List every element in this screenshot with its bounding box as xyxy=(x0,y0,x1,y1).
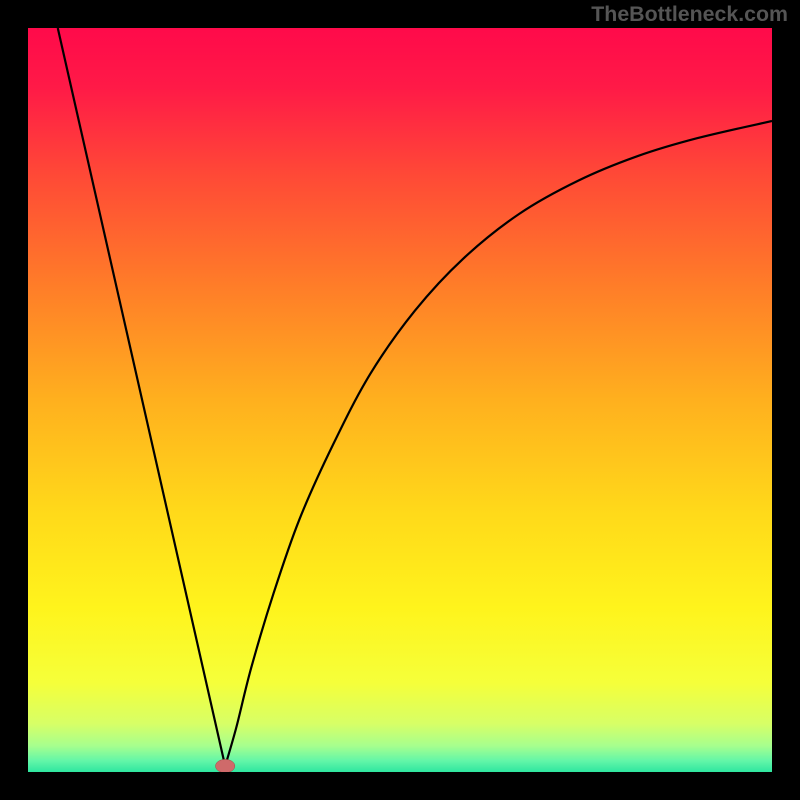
chart-frame: TheBottleneck.com xyxy=(0,0,800,800)
chart-background xyxy=(28,28,772,772)
chart-svg xyxy=(28,28,772,772)
attribution-text: TheBottleneck.com xyxy=(591,2,788,27)
plot-area xyxy=(28,28,772,772)
vertex-marker xyxy=(215,759,234,772)
